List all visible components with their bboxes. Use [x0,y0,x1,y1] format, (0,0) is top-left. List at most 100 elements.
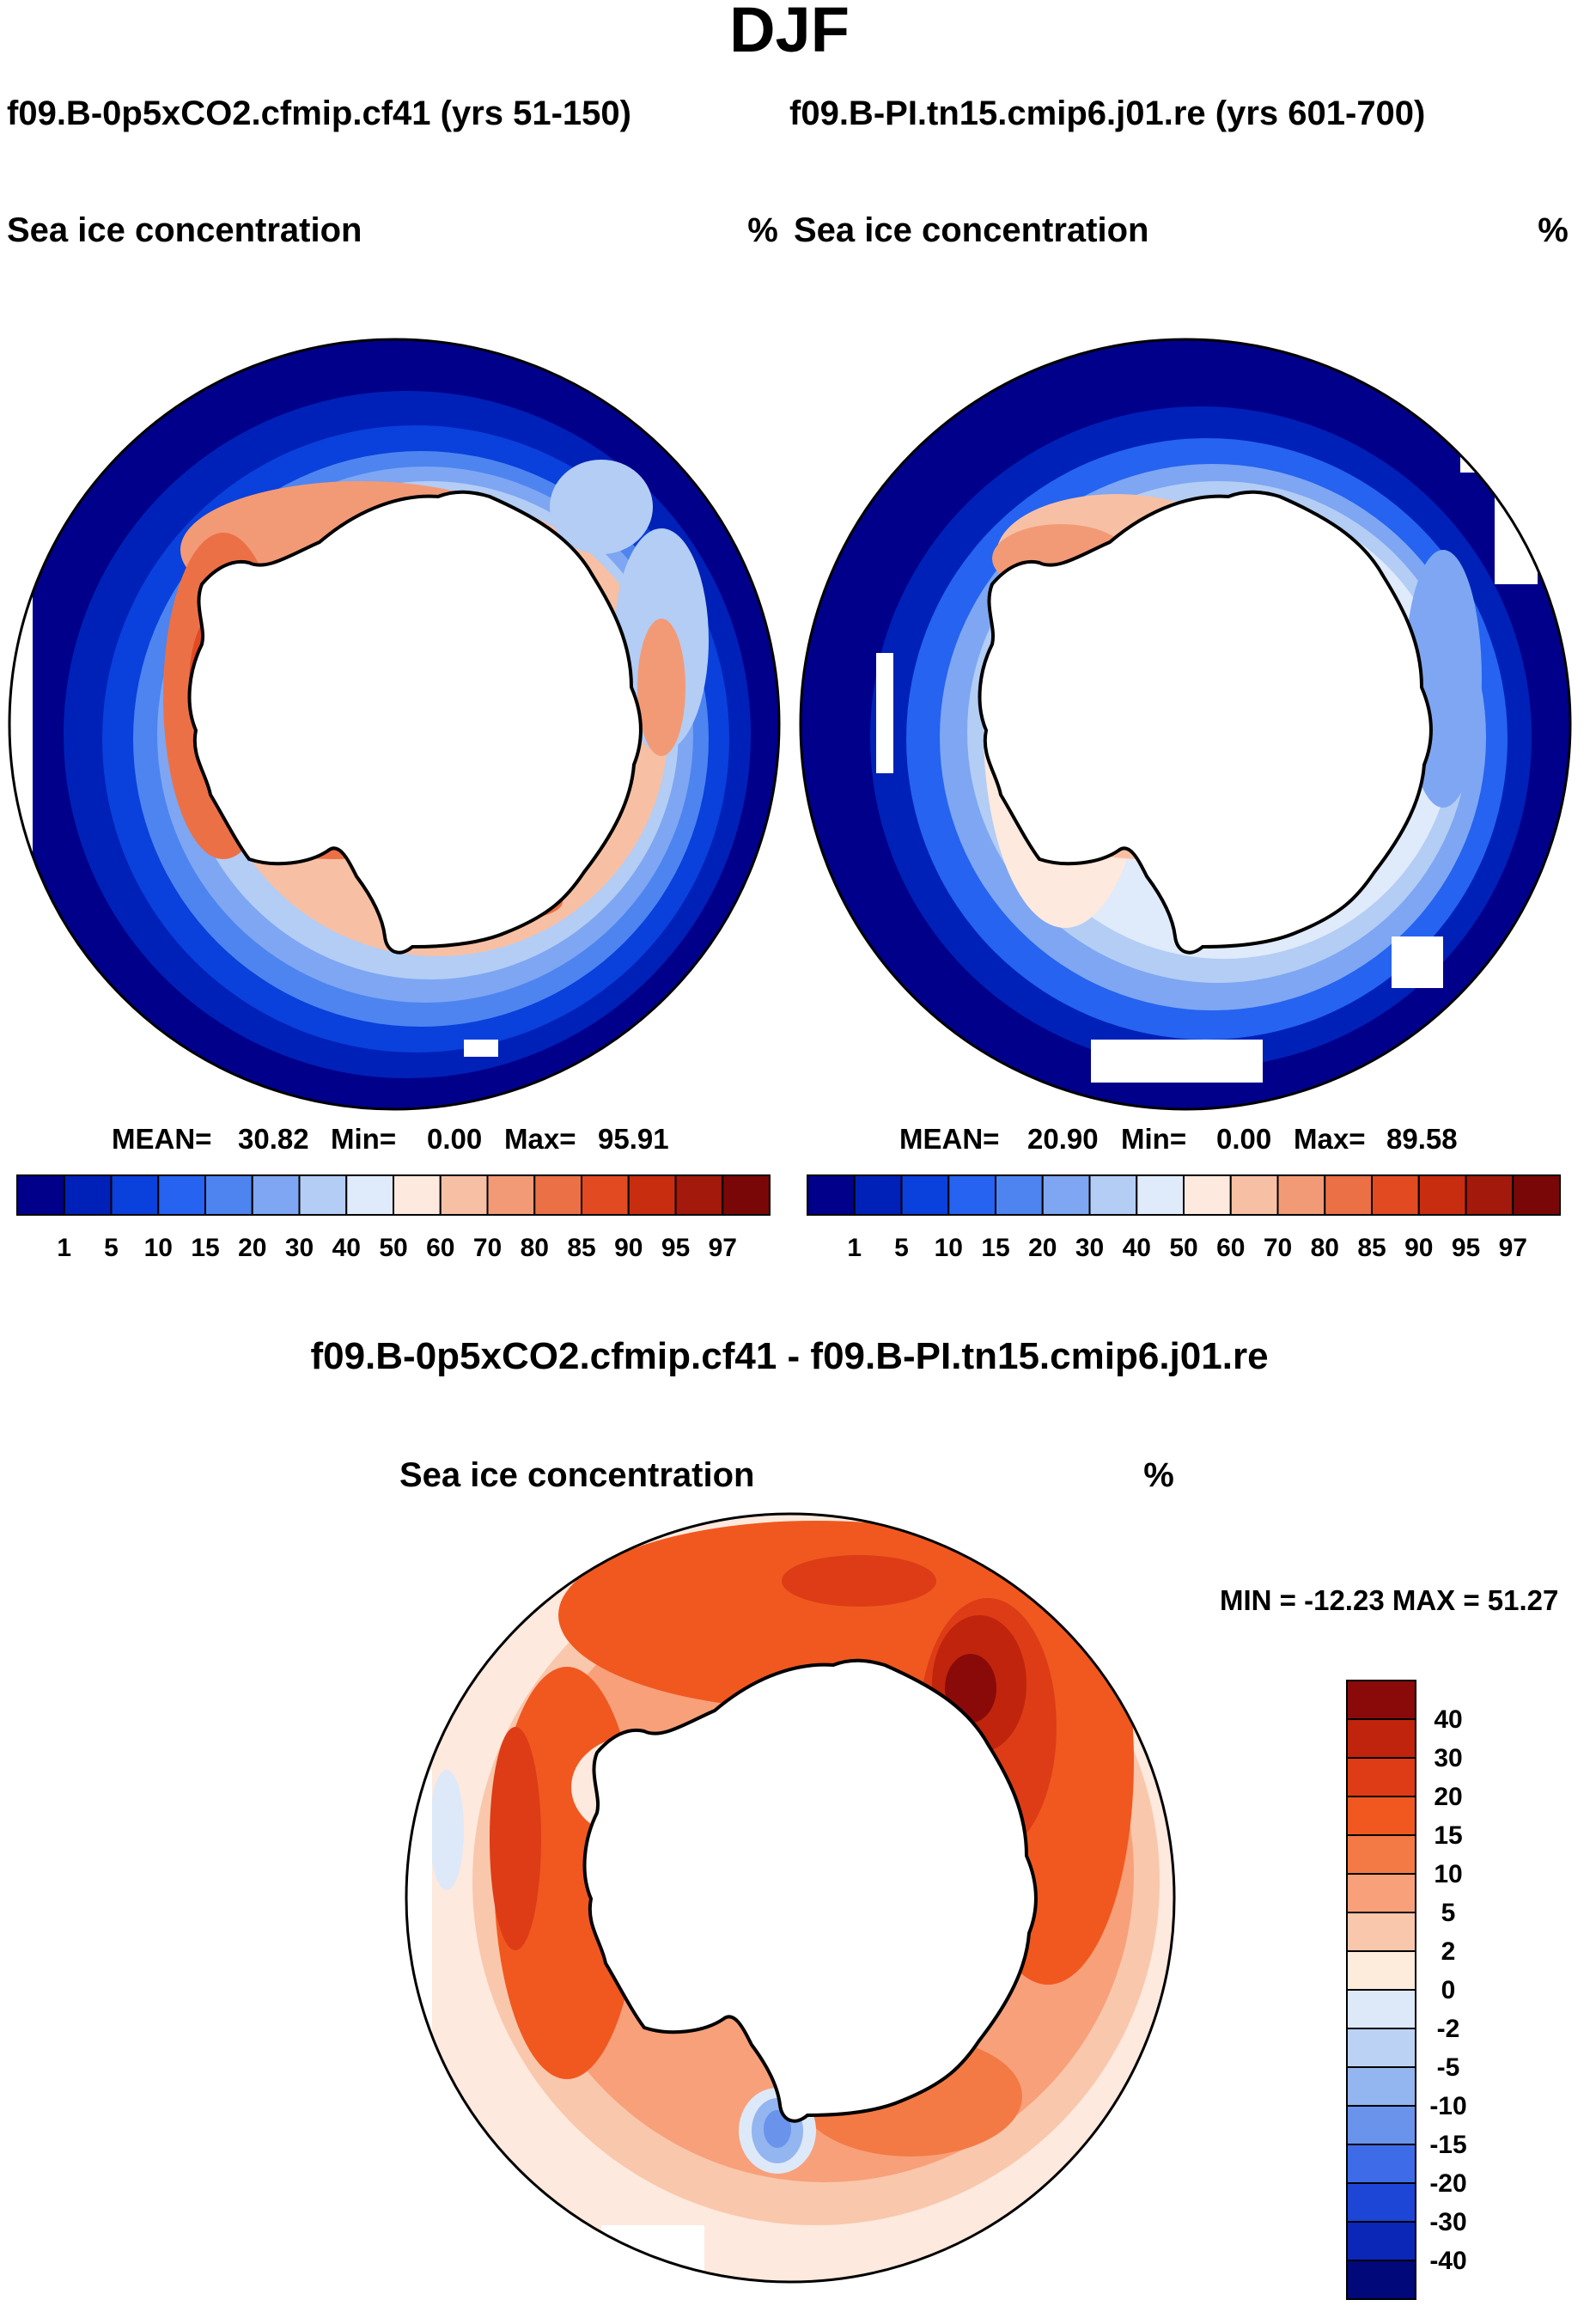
control-colorbar-label: 20 [1028,1234,1057,1262]
control-colorbar-label: 85 [1357,1234,1386,1262]
case-mean-label: MEAN= [112,1123,211,1155]
control-max-label: Max= [1294,1123,1365,1155]
case-colorbar: 1 5 10 15 20 30 40 50 60 70 80 85 90 95 97 [16,1174,771,1262]
control-colorbar-label: 80 [1311,1234,1339,1262]
case-colorbar-swatch [439,1174,489,1216]
case-colorbar-swatch [16,1174,65,1216]
difference-map [406,1514,1174,2282]
difference-field-units: % [1143,1456,1174,1494]
case-min-label: Min= [331,1123,396,1155]
control-colorbar-label: 60 [1216,1234,1245,1262]
case-map [9,339,779,1109]
control-colorbar-swatch [807,1174,856,1216]
control-colorbar-label: 50 [1169,1234,1197,1262]
case-field-title: Sea ice concentration [7,211,362,249]
control-field-units: % [1538,211,1569,249]
control-colorbar-swatch [1136,1174,1185,1216]
difference-panel: f09.B-0p5xCO2.cfmip.cf41 - f09.B-PI.tn15… [310,1335,1558,2300]
difference-colorbar-swatch [1346,2260,1416,2300]
case-run-label: f09.B-0p5xCO2.cfmip.cf41 (yrs 51-150) [7,95,631,132]
difference-colorbar-label: 40 [1434,1705,1462,1734]
control-colorbar-swatch [947,1174,996,1216]
difference-colorbar-label: -30 [1429,2208,1466,2236]
difference-colorbar-label: -10 [1429,2092,1466,2120]
control-colorbar-swatch [995,1174,1044,1216]
case-colorbar-label: 80 [521,1234,549,1262]
case-colorbar-label: 50 [379,1234,407,1262]
season-title: DJF [729,0,850,65]
case-colorbar-label: 70 [473,1234,502,1262]
difference-colorbar-swatch [1346,1834,1416,1875]
difference-field-title: Sea ice concentration [399,1456,754,1494]
case-colorbar-label: 15 [191,1234,219,1262]
difference-colorbar-label: 30 [1434,1744,1462,1772]
case-max-label: Max= [504,1123,576,1155]
difference-colorbar-swatch [1346,1757,1416,1797]
control-map [801,339,1570,1109]
case-colorbar-swatch [533,1174,582,1216]
case-colorbar-label: 5 [104,1234,119,1262]
difference-colorbar-label: -2 [1437,2015,1460,2043]
control-min-label: Min= [1121,1123,1186,1155]
case-colorbar-label: 40 [332,1234,361,1262]
difference-colorbar-label: 5 [1441,1899,1456,1927]
control-colorbar-label: 10 [935,1234,963,1262]
difference-title: f09.B-0p5xCO2.cfmip.cf41 - f09.B-PI.tn15… [310,1335,1268,1377]
case-colorbar-label: 20 [238,1234,266,1262]
case-min-value: 0.00 [427,1123,482,1155]
control-colorbar-label: 40 [1123,1234,1151,1262]
case-colorbar-swatch [251,1174,301,1216]
case-colorbar-swatch [110,1174,160,1216]
case-colorbar-swatch [63,1174,113,1216]
control-colorbar-swatch [1512,1174,1561,1216]
difference-colorbar-swatch [1346,1873,1416,1913]
case-colorbar-swatch [204,1174,253,1216]
case-colorbar-swatch [627,1174,677,1216]
control-colorbar-label: 70 [1264,1234,1292,1262]
difference-colorbar-swatch [1346,1796,1416,1836]
case-panel: Sea ice concentration % MEAN= 30. [7,211,781,1262]
case-colorbar-swatch [486,1174,536,1216]
case-colorbar-label: 95 [661,1234,690,1262]
difference-colorbar-swatch [1346,2066,1416,2107]
control-colorbar-swatch [1371,1174,1420,1216]
control-colorbar-swatch [1324,1174,1373,1216]
case-colorbar-label: 30 [285,1234,314,1262]
control-colorbar-label: 90 [1404,1234,1433,1262]
control-colorbar-label: 15 [981,1234,1009,1262]
difference-colorbar-swatch [1346,2221,1416,2261]
case-colorbar-label: 60 [426,1234,454,1262]
case-colorbar-label: 85 [567,1234,595,1262]
control-mean-value: 20.90 [1027,1123,1099,1155]
control-colorbar-label: 97 [1499,1234,1527,1262]
control-colorbar-label: 95 [1452,1234,1480,1262]
control-colorbar-swatch [1183,1174,1232,1216]
difference-colorbar-label: 0 [1441,1976,1456,2004]
control-min-value: 0.00 [1216,1123,1271,1155]
case-colorbar-swatch [581,1174,630,1216]
difference-colorbar-label: -5 [1437,2053,1460,2082]
case-colorbar-label: 1 [57,1234,71,1262]
case-colorbar-swatch [298,1174,348,1216]
control-colorbar-swatch [1229,1174,1279,1216]
case-colorbar-label: 90 [614,1234,643,1262]
difference-stats: MIN = -12.23 MAX = 51.27 [1220,1584,1558,1616]
difference-colorbar-swatch [1346,2105,1416,2145]
case-colorbar-swatch [722,1174,771,1216]
control-colorbar-swatch [1465,1174,1514,1216]
case-colorbar-swatch [674,1174,724,1216]
case-mean-value: 30.82 [238,1123,309,1155]
case-colorbar-label: 10 [144,1234,173,1262]
control-colorbar-label: 1 [847,1234,862,1262]
control-colorbar-swatch [1088,1174,1138,1216]
difference-colorbar-swatch [1346,1718,1416,1759]
control-mean-label: MEAN= [899,1123,999,1155]
difference-colorbar-swatch [1346,1950,1416,1991]
difference-colorbar-label: 15 [1434,1821,1462,1850]
case-colorbar-label: 97 [709,1234,737,1262]
case-colorbar-swatch [393,1174,442,1216]
difference-colorbar-swatch [1346,2144,1416,2184]
difference-colorbar-swatch [1346,2182,1416,2223]
